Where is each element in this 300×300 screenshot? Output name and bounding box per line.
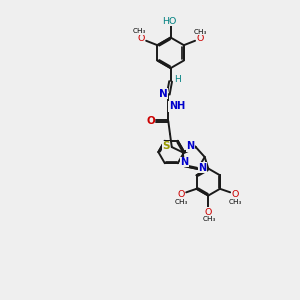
Text: O: O: [205, 208, 212, 217]
Text: O: O: [146, 116, 155, 126]
Text: CH₃: CH₃: [133, 28, 146, 34]
Text: O: O: [178, 190, 185, 199]
Text: O: O: [232, 190, 239, 199]
Text: O: O: [137, 34, 145, 43]
Text: CH₃: CH₃: [229, 199, 242, 205]
Text: N: N: [198, 163, 207, 173]
Text: N: N: [186, 141, 194, 151]
Text: NH: NH: [169, 101, 185, 111]
Text: CH₃: CH₃: [202, 216, 215, 222]
Text: O: O: [196, 34, 204, 43]
Text: CH₃: CH₃: [175, 199, 188, 205]
Text: S: S: [162, 142, 170, 152]
Text: HO: HO: [162, 16, 177, 26]
Text: H: H: [174, 75, 181, 84]
Text: CH₃: CH₃: [194, 28, 207, 34]
Text: N: N: [181, 157, 189, 167]
Text: N: N: [159, 89, 167, 99]
